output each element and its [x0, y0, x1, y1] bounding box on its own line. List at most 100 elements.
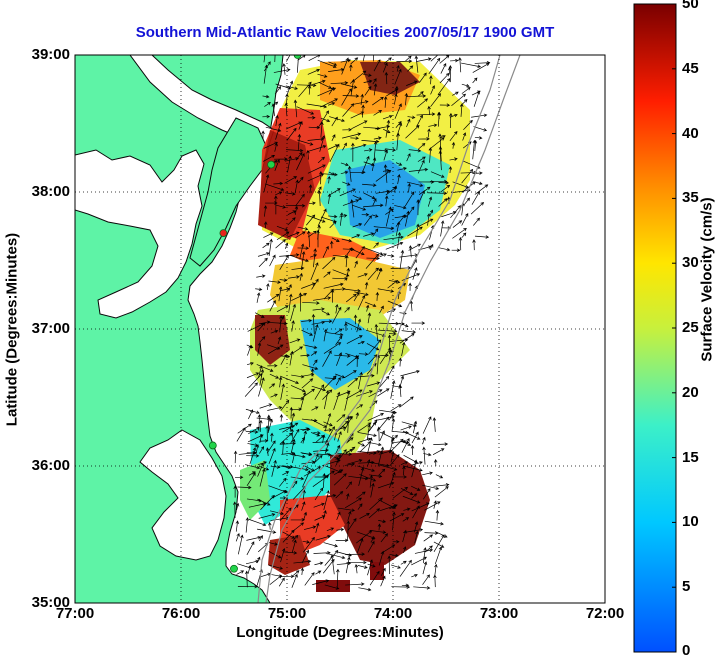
velocity-arrow [331, 306, 342, 324]
velocity-arrow [328, 61, 338, 66]
velocity-arrow [406, 94, 427, 98]
velocity-arrow [330, 554, 335, 575]
velocity-arrow [354, 563, 359, 574]
velocity-arrow [396, 64, 400, 72]
velocity-arrow [249, 447, 257, 465]
velocity-arrow [285, 85, 298, 90]
velocity-arrow [333, 287, 346, 291]
velocity-arrow [389, 437, 395, 453]
velocity-arrow [356, 538, 364, 554]
velocity-arrow [384, 71, 389, 85]
velocity-arrow [378, 468, 386, 476]
velocity-arrow [237, 534, 244, 555]
velocity-arrow [374, 323, 379, 342]
velocity-arrow [270, 490, 287, 500]
velocity-arrow [312, 579, 330, 585]
velocity-arrow [235, 520, 240, 532]
velocity-arrow [402, 465, 406, 476]
velocity-arrow [328, 86, 334, 95]
velocity-arrow [379, 431, 395, 440]
velocity-arrow [335, 491, 344, 499]
velocity-arrow [422, 471, 433, 476]
velocity-arrow [274, 86, 282, 95]
velocity-arrow [277, 336, 282, 345]
velocity-arrow [319, 135, 326, 152]
velocity-arrow [248, 502, 267, 508]
velocity-arrow [433, 500, 437, 509]
velocity-arrow [423, 534, 434, 542]
velocity-arrow [407, 226, 423, 237]
velocity-arrow [363, 126, 381, 131]
velocity-arrow [257, 252, 270, 257]
velocity-arrow [390, 380, 396, 399]
velocity-arrow [263, 205, 268, 217]
velocity-arrow [259, 336, 266, 343]
velocity-arrow [262, 154, 276, 162]
velocity-arrow [289, 338, 301, 344]
velocity-arrow [285, 192, 296, 196]
velocity-arrow [449, 112, 453, 129]
velocity-arrow [315, 434, 325, 443]
velocity-arrow [397, 167, 407, 171]
velocity-arrow [268, 542, 279, 546]
velocity-arrow [307, 230, 317, 238]
velocity-arrow [282, 574, 295, 579]
velocity-arrow [342, 181, 351, 186]
velocity-arrow [367, 267, 379, 281]
velocity-arrow [307, 84, 312, 95]
velocity-arrow [379, 305, 384, 314]
velocity-arrow [400, 560, 407, 565]
velocity-arrow [284, 242, 289, 250]
velocity-arrow [383, 128, 391, 134]
velocity-arrow [379, 253, 387, 258]
velocity-arrow [319, 170, 323, 185]
velocity-arrow [268, 344, 284, 355]
velocity-arrow [328, 188, 341, 196]
velocity-arrow [329, 143, 340, 163]
velocity-arrow [438, 247, 451, 252]
velocity-arrow [279, 278, 288, 282]
velocity-arrow [333, 469, 344, 476]
velocity-arrow [263, 174, 270, 193]
velocity-arrow [267, 418, 273, 434]
velocity-arrow [366, 459, 371, 467]
velocity-arrow [418, 142, 426, 150]
velocity-arrow [284, 176, 298, 184]
velocity-arrow [369, 570, 380, 586]
velocity-arrow [435, 509, 440, 521]
velocity-arrow [284, 157, 299, 162]
velocity-arrow [434, 486, 449, 498]
velocity-arrow [282, 551, 298, 555]
velocity-arrow [235, 502, 240, 511]
velocity-arrow [245, 517, 250, 533]
velocity-arrow [273, 68, 291, 73]
velocity-arrow [269, 373, 280, 379]
velocity-arrow [369, 497, 383, 511]
velocity-arrow [299, 272, 303, 281]
velocity-arrow [405, 55, 412, 62]
velocity-arrow [364, 86, 372, 96]
velocity-arrow [273, 181, 284, 186]
velocity-arrow [402, 529, 407, 543]
velocity-arrow [281, 451, 295, 455]
y-tick-label: 39:00 [31, 46, 70, 63]
velocity-arrow [347, 459, 363, 465]
velocity-arrow [363, 215, 372, 226]
velocity-arrow [399, 396, 414, 408]
velocity-arrow [357, 340, 365, 345]
velocity-arrow [333, 473, 347, 486]
velocity-arrow [365, 304, 370, 312]
velocity-arrow [307, 230, 311, 248]
velocity-arrow [269, 300, 276, 312]
velocity-arrow [361, 104, 365, 118]
velocity-arrow [345, 389, 363, 400]
velocity-arrow [298, 121, 303, 130]
velocity-arrow [373, 83, 378, 96]
velocity-arrow [424, 520, 444, 526]
velocity-arrow [286, 231, 300, 238]
velocity-arrow [344, 370, 357, 379]
x-axis-label: Longitude (Degrees:Minutes) [236, 624, 444, 641]
velocity-arrow [411, 461, 423, 466]
velocity-arrow [265, 447, 270, 456]
velocity-arrow [362, 183, 377, 187]
